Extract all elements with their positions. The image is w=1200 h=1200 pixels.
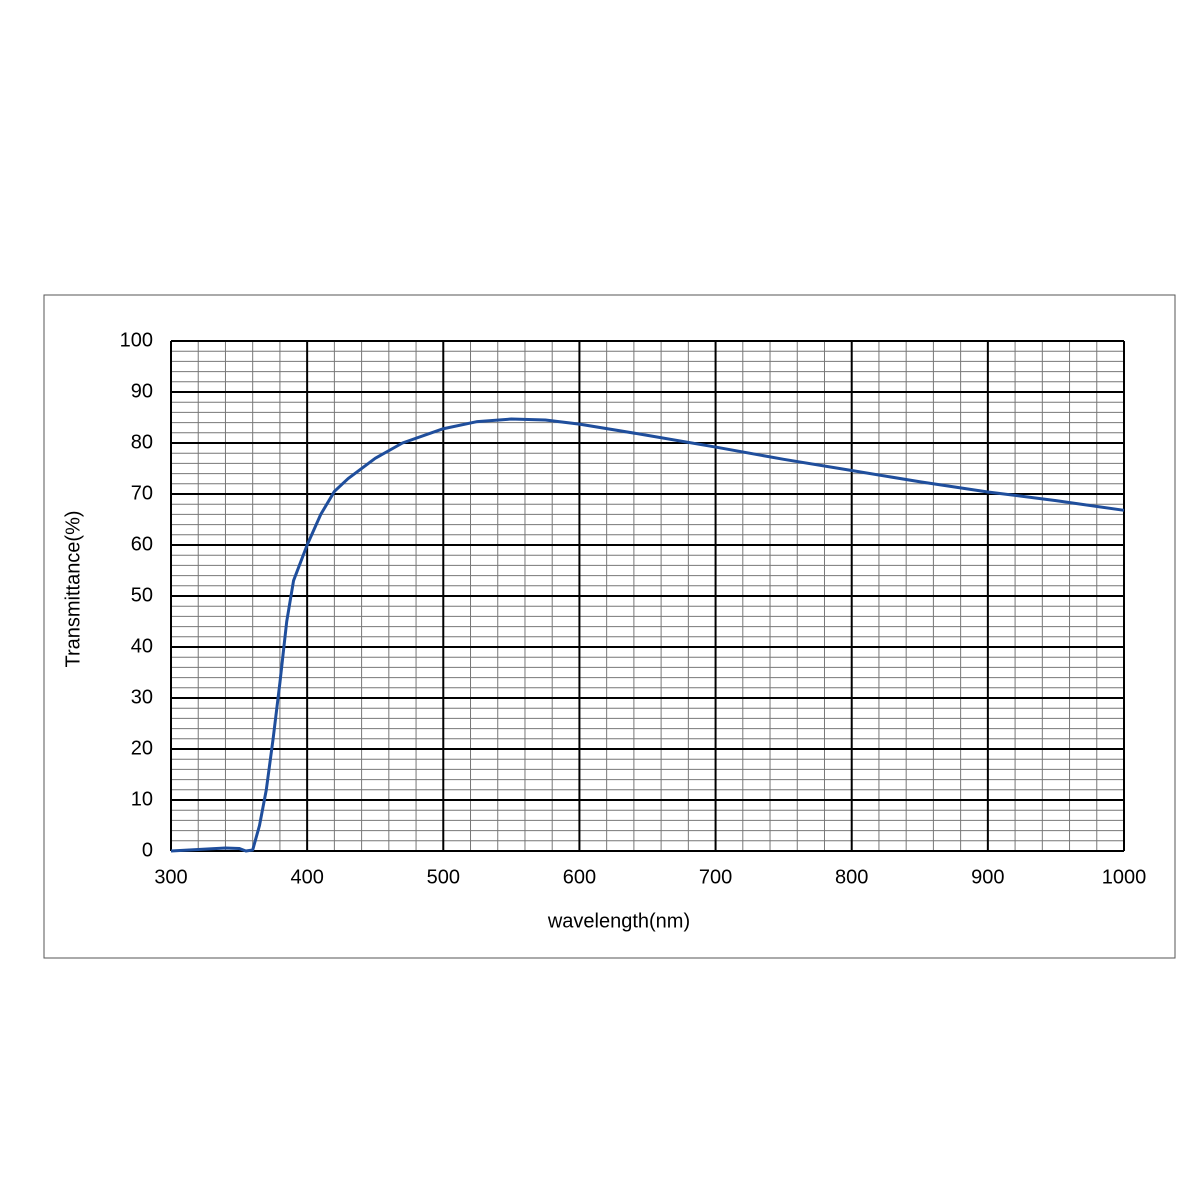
x-axis-label: wavelength(nm) [547,910,690,932]
y-tick-label: 10 [131,788,153,810]
x-tick-label: 700 [699,866,732,888]
x-tick-label: 800 [835,866,868,888]
y-tick-label: 70 [131,482,153,504]
x-tick-label: 300 [154,866,187,888]
y-tick-label: 0 [142,839,153,861]
y-tick-label: 40 [131,635,153,657]
x-tick-label: 500 [427,866,460,888]
x-tick-label: 900 [971,866,1004,888]
y-axis-label: Transmittance(%) [62,510,84,667]
y-tick-label: 20 [131,737,153,759]
x-tick-label: 400 [290,866,323,888]
x-tick-label: 600 [563,866,596,888]
y-tick-label: 90 [131,380,153,402]
y-tick-label: 80 [131,431,153,453]
x-tick-label: 1000 [1102,866,1147,888]
y-tick-label: 50 [131,584,153,606]
y-tick-label: 60 [131,533,153,555]
y-tick-label: 100 [120,329,153,351]
y-tick-label: 30 [131,686,153,708]
data-line [170,417,1125,853]
